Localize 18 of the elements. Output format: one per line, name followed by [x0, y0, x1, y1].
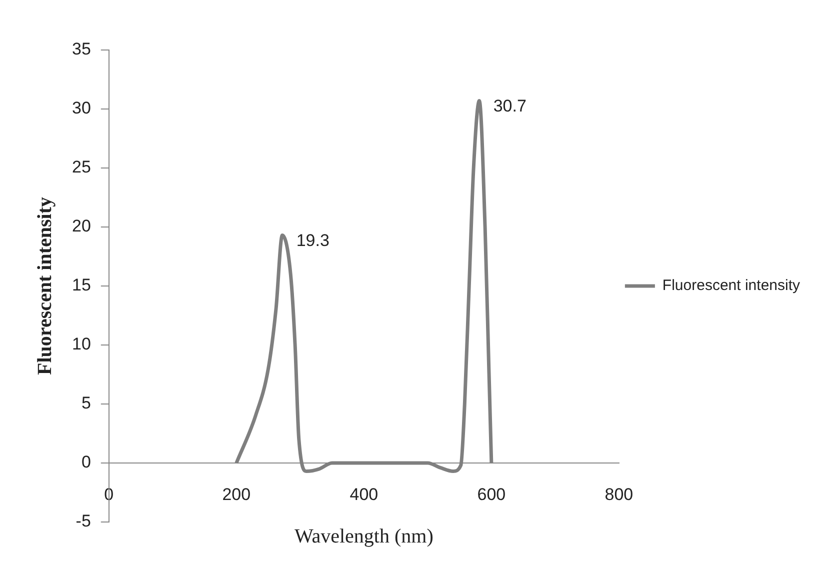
y-tick-label: 20	[72, 216, 91, 236]
legend-label: Fluorescent intensity	[662, 277, 800, 294]
y-tick-label: -5	[76, 512, 91, 531]
x-tick-label: 400	[350, 484, 378, 504]
y-tick-label: 35	[72, 40, 91, 59]
y-tick-label: 30	[72, 98, 91, 118]
y-axis-title: Fluorescent intensity	[34, 197, 56, 375]
y-tick-label: 5	[81, 394, 91, 413]
x-tick-label: 200	[222, 484, 251, 504]
x-tick-label: 600	[477, 484, 506, 504]
x-tick-label: 800	[604, 484, 634, 504]
y-tick-label: 10	[72, 334, 91, 354]
annotation: 19.3	[296, 230, 330, 250]
x-axis-title: Wavelength (nm)	[294, 526, 434, 548]
annotation: 30.7	[493, 96, 526, 116]
y-tick-label: 0	[81, 452, 91, 472]
y-tick-label: 25	[72, 158, 91, 177]
y-tick-label: 15	[72, 276, 91, 295]
